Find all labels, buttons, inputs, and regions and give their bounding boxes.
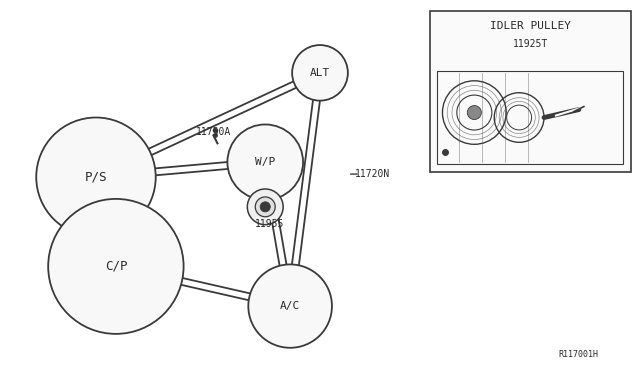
- Circle shape: [36, 118, 156, 237]
- Circle shape: [467, 106, 481, 119]
- Text: R117001H: R117001H: [559, 350, 599, 359]
- Text: A/C: A/C: [280, 301, 300, 311]
- Text: C/P: C/P: [104, 260, 127, 273]
- Circle shape: [247, 189, 283, 225]
- Text: 11720N: 11720N: [355, 169, 390, 179]
- Text: W/P: W/P: [255, 157, 275, 167]
- Circle shape: [292, 45, 348, 101]
- Text: 11955: 11955: [255, 219, 285, 229]
- Text: 11750A: 11750A: [196, 127, 231, 137]
- Text: ALT: ALT: [310, 68, 330, 78]
- Text: 11925T: 11925T: [513, 39, 548, 49]
- Bar: [429, 11, 630, 172]
- Circle shape: [255, 197, 275, 217]
- Circle shape: [227, 125, 303, 200]
- Bar: [438, 71, 623, 164]
- Circle shape: [248, 264, 332, 348]
- Circle shape: [48, 199, 184, 334]
- Text: P/S: P/S: [84, 171, 108, 183]
- Circle shape: [260, 202, 270, 212]
- Text: IDLER PULLEY: IDLER PULLEY: [490, 21, 571, 31]
